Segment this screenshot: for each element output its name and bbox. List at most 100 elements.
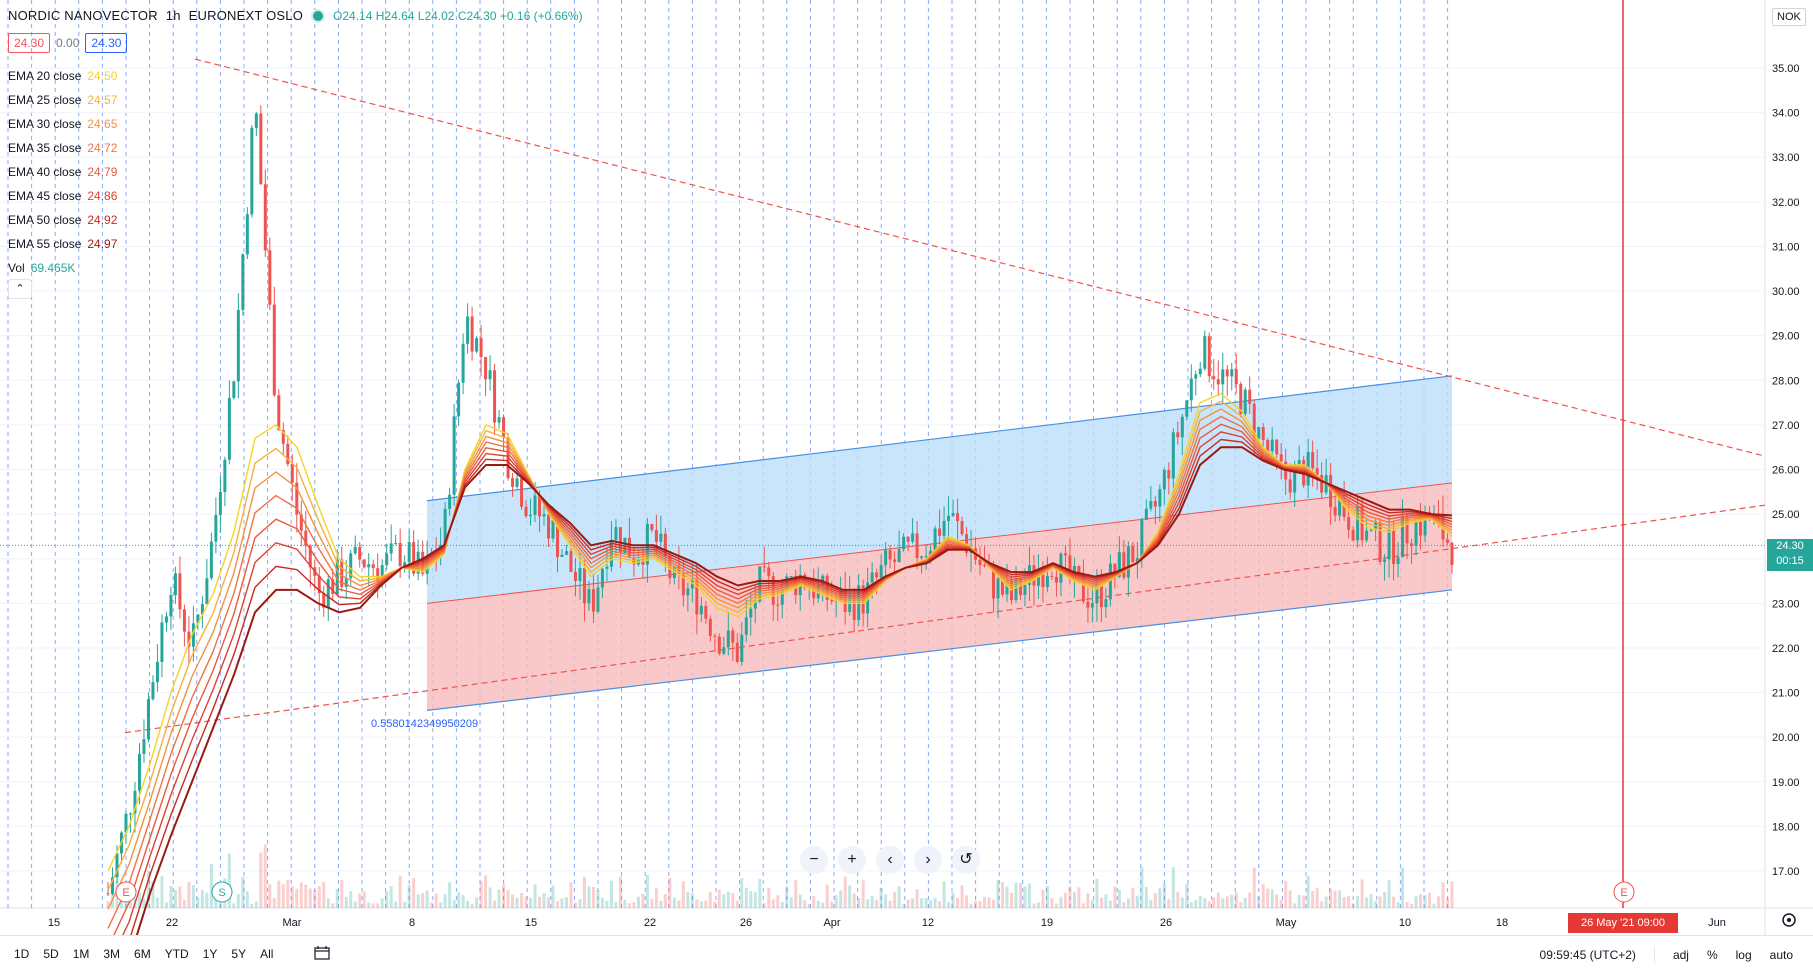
volume-bar [1171,867,1175,908]
zoom-out-button[interactable]: − [800,846,828,874]
percent-toggle[interactable]: % [1706,948,1718,962]
volume-bar [524,896,528,908]
candle-body [335,559,339,594]
candle-body [762,566,766,568]
candle-body [1221,369,1225,385]
volume-bar [268,884,272,908]
volume-bar [870,896,874,908]
candle-body [942,520,946,536]
event-marker[interactable]: E [1613,881,1635,903]
auto-toggle[interactable]: auto [1769,948,1793,962]
candle-body [520,478,524,507]
clock[interactable]: 09:59:45 (UTC+2) [1539,948,1636,962]
range-button[interactable]: All [260,947,274,961]
scroll-right-button[interactable]: › [914,846,942,874]
volume-bar [933,897,937,908]
volume-bar [1315,888,1319,908]
range-button[interactable]: YTD [164,947,189,961]
volume-bar [1387,880,1391,908]
candle-body [232,381,236,398]
channel-lower-line [426,589,1453,711]
candle-body [731,630,735,643]
volume-legend-row[interactable]: Vol 69.465K [8,256,117,280]
volume-bar [313,890,317,908]
scroll-left-button[interactable]: ‹ [876,846,904,874]
ema-legend-row[interactable]: EMA 30 close 24.65 [8,112,117,136]
range-button[interactable]: 5D [43,947,59,961]
reset-chart-button[interactable]: ↺ [952,846,980,874]
candle-body [1171,432,1175,479]
candle-body [461,343,465,383]
date-range-icon[interactable] [314,946,330,960]
volume-bar [1108,900,1112,908]
range-button[interactable]: 6M [134,947,151,961]
range-button[interactable]: 1Y [202,947,218,961]
indicator-legend: EMA 20 close 24.50 EMA 25 close 24.57 EMA 30… [8,64,117,280]
volume-bar [1356,895,1360,908]
ema-line [107,423,1453,948]
candle-body [555,520,559,558]
candle-body [1090,603,1094,608]
ema-legend-row[interactable]: EMA 55 close 24.97 [8,232,117,256]
currency-button[interactable]: NOK [1772,8,1806,26]
candle-body [897,549,901,562]
volume-bar [1333,890,1337,908]
candle-body [124,813,128,833]
range-button[interactable]: 1D [14,947,30,961]
candle-body [735,642,739,662]
ema-legend-row[interactable]: EMA 20 close 24.50 [8,64,117,88]
ema-legend-row[interactable]: EMA 45 close 24.86 [8,184,117,208]
volume-bar [1351,903,1355,908]
adj-toggle[interactable]: adj [1672,948,1689,962]
volume-bar [385,891,389,908]
candle-body [250,127,254,215]
zoom-in-button[interactable]: + [838,846,866,874]
candle-body [236,309,240,382]
event-marker-circle [1613,881,1635,903]
sell-price-box[interactable]: 24.30 [8,33,51,53]
event-marker[interactable]: E [115,881,137,903]
range-button[interactable]: 1M [72,947,90,961]
range-button[interactable]: 5Y [231,947,247,961]
volume-bar [1248,892,1252,908]
candle-body [209,541,213,579]
range-button[interactable]: 3M [103,947,121,961]
volume-bar [1158,887,1162,908]
volume-bar [1005,886,1009,908]
buy-price-box[interactable]: 24.30 [85,33,128,53]
volume-bar [1023,886,1027,908]
candle-body [960,521,964,535]
candle-body [1194,374,1198,379]
collapse-legend-button[interactable]: ⌃ [8,279,32,299]
volume-bar [1266,888,1270,908]
candle-body [1369,529,1373,531]
volume-bar [259,852,263,908]
candle-body [227,397,231,460]
volume-bar [569,882,573,908]
ema-legend-row[interactable]: EMA 25 close 24.57 [8,88,117,112]
ema-line [107,431,1453,967]
price-tick-label: 17.00 [1772,866,1800,878]
ema-line [107,392,1453,872]
time-tick-label: May [1276,917,1297,929]
settings-gear-icon[interactable] [1782,913,1796,927]
volume-bar [1027,883,1031,908]
log-toggle[interactable]: log [1735,948,1752,962]
volume-bar [726,891,730,908]
ema-legend-row[interactable]: EMA 40 close 24.79 [8,160,117,184]
time-tick-label: Jun [1708,917,1726,929]
volume-bar [785,886,789,908]
interval-label[interactable]: 1h [165,8,181,23]
volume-bar [852,893,856,908]
volume-bar [843,876,847,908]
volume-bar [767,887,771,908]
candle-body [1392,530,1396,564]
price-tick-label: 26.00 [1772,465,1800,477]
ema-legend-row[interactable]: EMA 35 close 24.72 [8,136,117,160]
event-marker[interactable]: S [211,881,233,903]
volume-bar [277,880,281,908]
candle-body [1014,578,1018,600]
symbol-name[interactable]: NORDIC NANOVECTOR [8,8,158,23]
ema-legend-row[interactable]: EMA 50 close 24.92 [8,208,117,232]
